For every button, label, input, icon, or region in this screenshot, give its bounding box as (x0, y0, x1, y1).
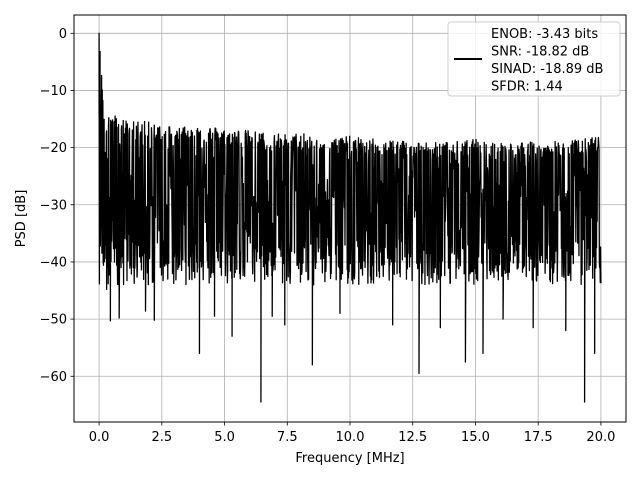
x-tick-label: 7.5 (277, 430, 298, 445)
y-tick-label: −60 (40, 370, 67, 385)
x-tick-label: 12.5 (398, 430, 427, 445)
y-tick-label: −40 (40, 255, 67, 270)
legend-label: ENOB: -3.43 bits SNR: -18.82 dB SINAD: -18… (491, 27, 603, 95)
x-axis-label: Frequency [MHz] (295, 451, 404, 466)
y-tick-label: −30 (40, 198, 67, 213)
legend-line-1: ENOB: -3.43 bits (491, 27, 598, 42)
psd-series-line (98, 32, 602, 403)
y-tick-label: −10 (40, 84, 67, 99)
legend: ENOB: -3.43 bits SNR: -18.82 dB SINAD: -18… (447, 21, 621, 97)
series-layer (98, 32, 602, 403)
x-tick-label: 5.0 (214, 430, 235, 445)
ticks: 0.0 2.5 5.0 7.5 10.0 12.5 15.0 17.5 20.0 0 −10 −20 −… (40, 27, 616, 445)
x-tick-label: 10.0 (336, 430, 365, 445)
x-tick-label: 2.5 (151, 430, 172, 445)
x-tick-label: 17.5 (524, 430, 553, 445)
legend-line-4: SFDR: 1.44 (491, 80, 563, 95)
y-tick-label: −20 (40, 141, 67, 156)
legend-line-2: SNR: -18.82 dB (491, 45, 589, 60)
y-tick-label: 0 (59, 27, 67, 42)
y-axis-label: PSD [dB] (14, 190, 29, 248)
y-tick-label: −50 (40, 313, 67, 328)
x-tick-label: 15.0 (461, 430, 490, 445)
x-tick-label: 0.0 (89, 430, 110, 445)
legend-box (447, 21, 621, 97)
legend-line-3: SINAD: -18.89 dB (491, 62, 603, 77)
x-tick-label: 20.0 (586, 430, 615, 445)
